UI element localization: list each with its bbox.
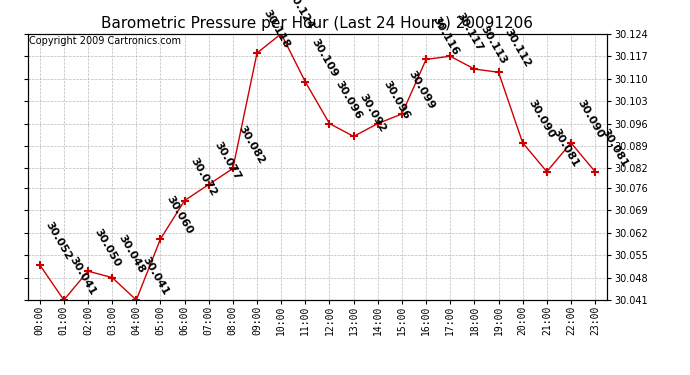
Text: 30.041: 30.041 [68, 255, 98, 297]
Text: 30.109: 30.109 [310, 37, 339, 79]
Text: 30.117: 30.117 [455, 11, 484, 53]
Text: 30.124: 30.124 [286, 0, 315, 31]
Text: 30.096: 30.096 [334, 79, 364, 121]
Text: 30.113: 30.113 [479, 24, 509, 66]
Text: 30.090: 30.090 [527, 98, 557, 140]
Text: 30.118: 30.118 [262, 8, 291, 50]
Text: 30.072: 30.072 [189, 156, 219, 198]
Text: 30.099: 30.099 [406, 69, 436, 111]
Text: 30.041: 30.041 [141, 255, 170, 297]
Text: 30.082: 30.082 [237, 124, 267, 166]
Text: 30.092: 30.092 [358, 92, 388, 134]
Text: 30.060: 30.060 [165, 194, 195, 236]
Text: 30.090: 30.090 [575, 98, 605, 140]
Title: Barometric Pressure per Hour (Last 24 Hours) 20091206: Barometric Pressure per Hour (Last 24 Ho… [101, 16, 533, 31]
Text: 30.112: 30.112 [503, 27, 533, 69]
Text: 30.048: 30.048 [117, 233, 146, 275]
Text: 30.077: 30.077 [213, 140, 243, 182]
Text: 30.096: 30.096 [382, 79, 412, 121]
Text: 30.081: 30.081 [600, 127, 629, 169]
Text: 30.052: 30.052 [44, 220, 74, 262]
Text: Copyright 2009 Cartronics.com: Copyright 2009 Cartronics.com [29, 36, 181, 46]
Text: 30.050: 30.050 [92, 226, 122, 268]
Text: 30.116: 30.116 [431, 15, 460, 57]
Text: 30.081: 30.081 [551, 127, 581, 169]
